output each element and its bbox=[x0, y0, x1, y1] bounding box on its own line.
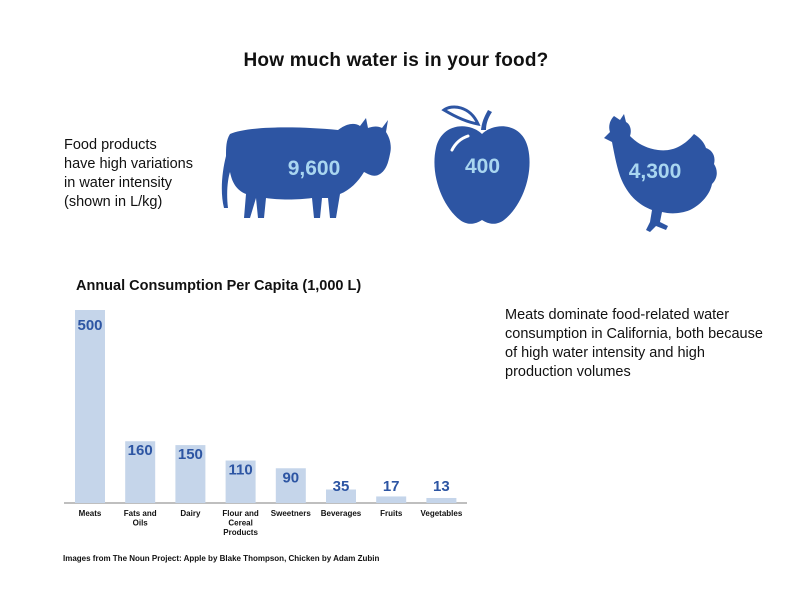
tick-label: Dairy bbox=[180, 509, 201, 518]
data-label: 13 bbox=[433, 478, 450, 495]
tick-label: Vegetables bbox=[420, 509, 462, 518]
apple-value: 400 bbox=[464, 155, 501, 178]
intro-text: Food products have high variations in wa… bbox=[64, 136, 224, 212]
tick-label: Flour and Cereal Products bbox=[222, 509, 259, 537]
data-label: 500 bbox=[77, 317, 102, 334]
intro-line: Food products bbox=[64, 137, 157, 153]
chicken-value: 4,300 bbox=[628, 160, 682, 183]
intro-line: in water intensity bbox=[64, 175, 172, 191]
cow-icon-group: 9,600 bbox=[218, 112, 394, 230]
data-label: 17 bbox=[383, 478, 400, 495]
bar bbox=[225, 460, 256, 503]
cow-value: 9,600 bbox=[287, 157, 341, 180]
summary-note: Meats dominate food-related water consum… bbox=[505, 307, 763, 380]
bar bbox=[376, 496, 407, 503]
bar bbox=[275, 468, 306, 503]
data-label: 35 bbox=[333, 478, 350, 495]
data-label: 110 bbox=[228, 462, 252, 479]
data-label: 160 bbox=[128, 442, 153, 459]
intro-line: (shown in L/kg) bbox=[64, 194, 163, 210]
bar bbox=[326, 489, 356, 503]
intro-line: have high variations bbox=[64, 156, 193, 172]
apple-icon bbox=[434, 105, 530, 224]
image-credit: Images from The Noun Project: Apple by B… bbox=[63, 554, 380, 563]
tick-label: Beverages bbox=[321, 509, 362, 518]
tick-label: Sweetners bbox=[271, 509, 312, 518]
tick-label: Fats and Oils bbox=[124, 509, 157, 528]
data-label: 150 bbox=[178, 446, 203, 463]
tick-label: Meats bbox=[79, 509, 102, 518]
chicken-icon bbox=[604, 114, 717, 232]
bar bbox=[426, 497, 457, 503]
apple-icon-group: 400 bbox=[430, 102, 535, 230]
page-title: How much water is in your food? bbox=[243, 50, 549, 71]
data-label: 90 bbox=[282, 469, 299, 486]
cow-icon bbox=[221, 118, 391, 218]
chicken-icon-group: 4,300 bbox=[600, 112, 722, 236]
bar bbox=[175, 445, 206, 503]
tick-label: Fruits bbox=[380, 509, 403, 518]
bar bbox=[125, 441, 156, 503]
bar bbox=[75, 310, 105, 503]
chart-title: Annual Consumption Per Capita (1,000 L) bbox=[76, 278, 362, 294]
